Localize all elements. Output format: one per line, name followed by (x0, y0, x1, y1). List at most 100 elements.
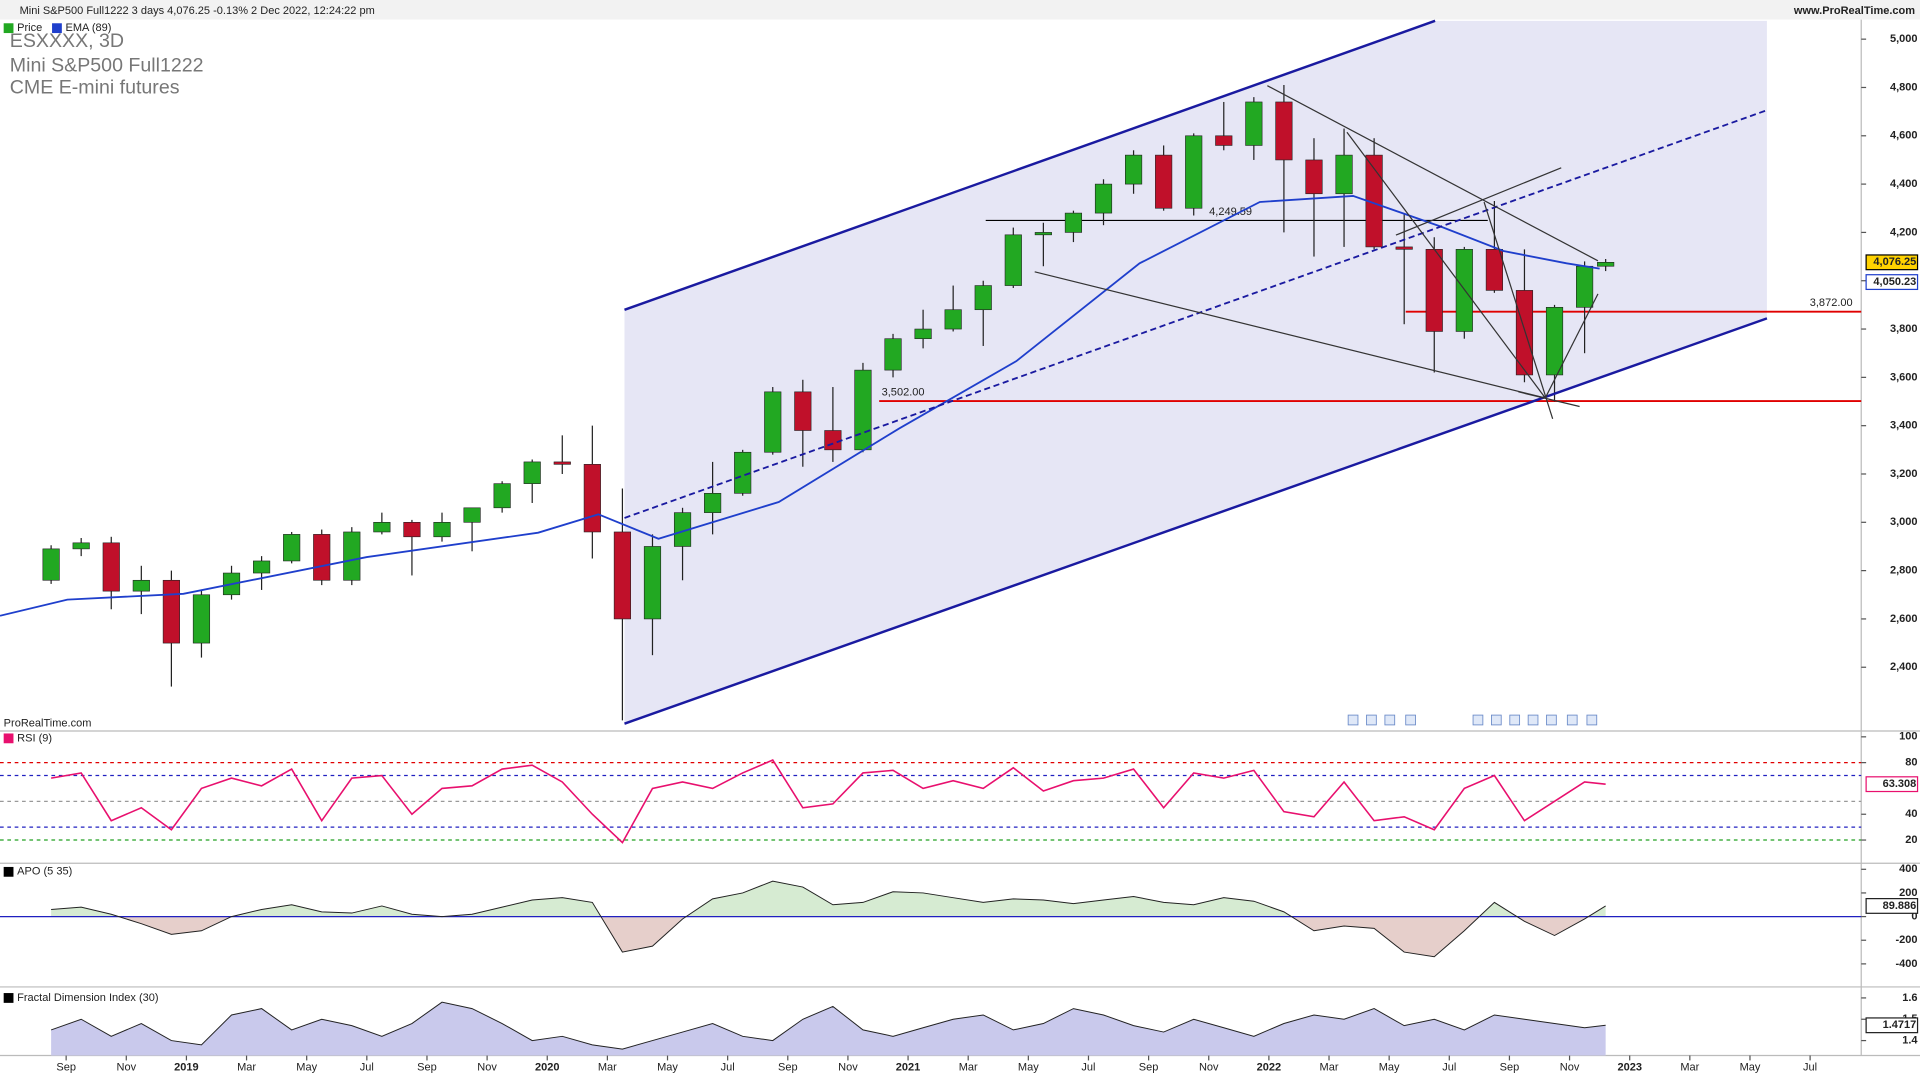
last-value-box (1865, 274, 1919, 291)
candle-body (343, 531, 361, 581)
y-tick-label: 4,200 (1890, 226, 1918, 238)
candle-body (253, 560, 271, 574)
candle-body (613, 531, 631, 620)
x-tick-label: Jul (1081, 1062, 1095, 1074)
x-tick-label: May (296, 1062, 317, 1074)
y-tick-label: 4,800 (1890, 81, 1918, 93)
candle-body (1185, 135, 1203, 209)
event-icon (1472, 714, 1484, 726)
header-title: Mini S&P500 Full1222 3 days 4,076.25 -0.… (20, 5, 375, 17)
indicator-line (50, 1001, 1606, 1050)
x-tick-label: Jul (1803, 1062, 1817, 1074)
y-tick-label: 3,800 (1890, 323, 1918, 335)
last-value-label: 89.886 (1883, 900, 1917, 912)
legend-swatch (3, 993, 14, 1003)
candle-body (734, 451, 752, 494)
candle-body (1305, 159, 1323, 195)
y-tick-label: 3,000 (1890, 516, 1918, 528)
candle-body (162, 579, 180, 644)
y-tick-label: 200 (1899, 887, 1917, 899)
last-value-box (1865, 776, 1919, 793)
y-tick-label: 3,200 (1890, 468, 1918, 480)
y-tick-label: 4,400 (1890, 178, 1918, 190)
event-icon (1527, 714, 1539, 726)
y-tick-label: 0 (1911, 910, 1917, 922)
y-tick-label: 4,600 (1890, 130, 1918, 142)
x-tick-label: Sep (1500, 1062, 1520, 1074)
trendline (1346, 131, 1546, 399)
candle-body (824, 430, 842, 451)
legend-swatch (52, 23, 62, 34)
candle-body (704, 493, 722, 513)
legend-swatch (3, 866, 14, 877)
candle-body (944, 309, 962, 330)
x-tick-label: Nov (116, 1062, 136, 1074)
candle-body (72, 542, 90, 550)
candle-body (1064, 212, 1083, 233)
candle-body (192, 594, 211, 644)
x-tick-label: Sep (778, 1062, 798, 1074)
candle-body (914, 328, 932, 340)
trendline (1395, 167, 1562, 236)
candle-body (974, 285, 992, 311)
event-icon (1366, 714, 1377, 726)
x-tick-label: May (657, 1062, 678, 1074)
x-tick-label: Jul (360, 1062, 374, 1074)
x-tick-label: Mar (598, 1062, 617, 1074)
last-value-label: 63.308 (1883, 778, 1917, 790)
y-tick-label: 1.4 (1902, 1034, 1918, 1046)
x-tick-label: Jul (1442, 1062, 1456, 1074)
area-positive (51, 881, 1606, 917)
event-icon (1491, 714, 1502, 726)
candle-body (1515, 290, 1534, 376)
candle-body (1004, 234, 1022, 286)
horizontal-line-label: 4,249.59 (1209, 206, 1252, 218)
indicator-line (50, 759, 1606, 844)
channel-lower (624, 317, 1768, 725)
x-tick-label: Nov (1560, 1062, 1580, 1074)
x-tick-label: Nov (1199, 1062, 1219, 1074)
trendline (1518, 391, 1580, 408)
x-tick-label: Nov (838, 1062, 858, 1074)
event-icon (1566, 714, 1578, 726)
last-value-box (1865, 254, 1919, 271)
event-icon (1546, 714, 1557, 726)
candle-body (1335, 154, 1353, 195)
legend-label: EMA (89) (66, 22, 112, 34)
legend-label: Fractal Dimension Index (30) (17, 992, 158, 1004)
trendline (1544, 293, 1599, 399)
candle-body (403, 521, 421, 538)
last-value-box (1865, 898, 1919, 914)
candle-body (553, 461, 571, 465)
candle-body (764, 391, 782, 453)
candle-body (1094, 183, 1113, 214)
plot: Sep Nov 2019 Mar May Jul Sep Nov 2020 Mar May Jul Se… (0, 19, 1920, 1074)
x-tick-label: 2023 (1617, 1062, 1642, 1074)
horizontal-line-label: 3,872.00 (1810, 297, 1853, 309)
candle-body (1425, 249, 1443, 332)
candle-body (523, 461, 541, 484)
y-tick-label: 1.6 (1902, 992, 1917, 1004)
area-negative (51, 916, 1606, 957)
candle-body (1124, 154, 1143, 185)
candle-body (463, 507, 481, 523)
legend-swatch (3, 733, 14, 744)
trendline (1483, 201, 1554, 419)
y-tick-label: 20 (1905, 834, 1917, 846)
event-icon (1509, 714, 1521, 726)
x-tick-label: Mar (1680, 1062, 1699, 1074)
y-tick-label: 2,600 (1890, 613, 1918, 625)
x-tick-label: Mar (237, 1062, 256, 1074)
event-icon (1405, 714, 1416, 726)
legend-label: Price (17, 22, 42, 34)
x-tick-label: 2021 (896, 1062, 921, 1074)
drawings (624, 19, 1768, 725)
x-tick-label: Mar (959, 1062, 978, 1074)
event-icon (1384, 714, 1396, 726)
candle-body (102, 542, 120, 592)
site-link[interactable]: www.ProRealTime.com (1793, 5, 1915, 17)
candle-body (643, 546, 662, 620)
channel-fill (624, 20, 1767, 724)
